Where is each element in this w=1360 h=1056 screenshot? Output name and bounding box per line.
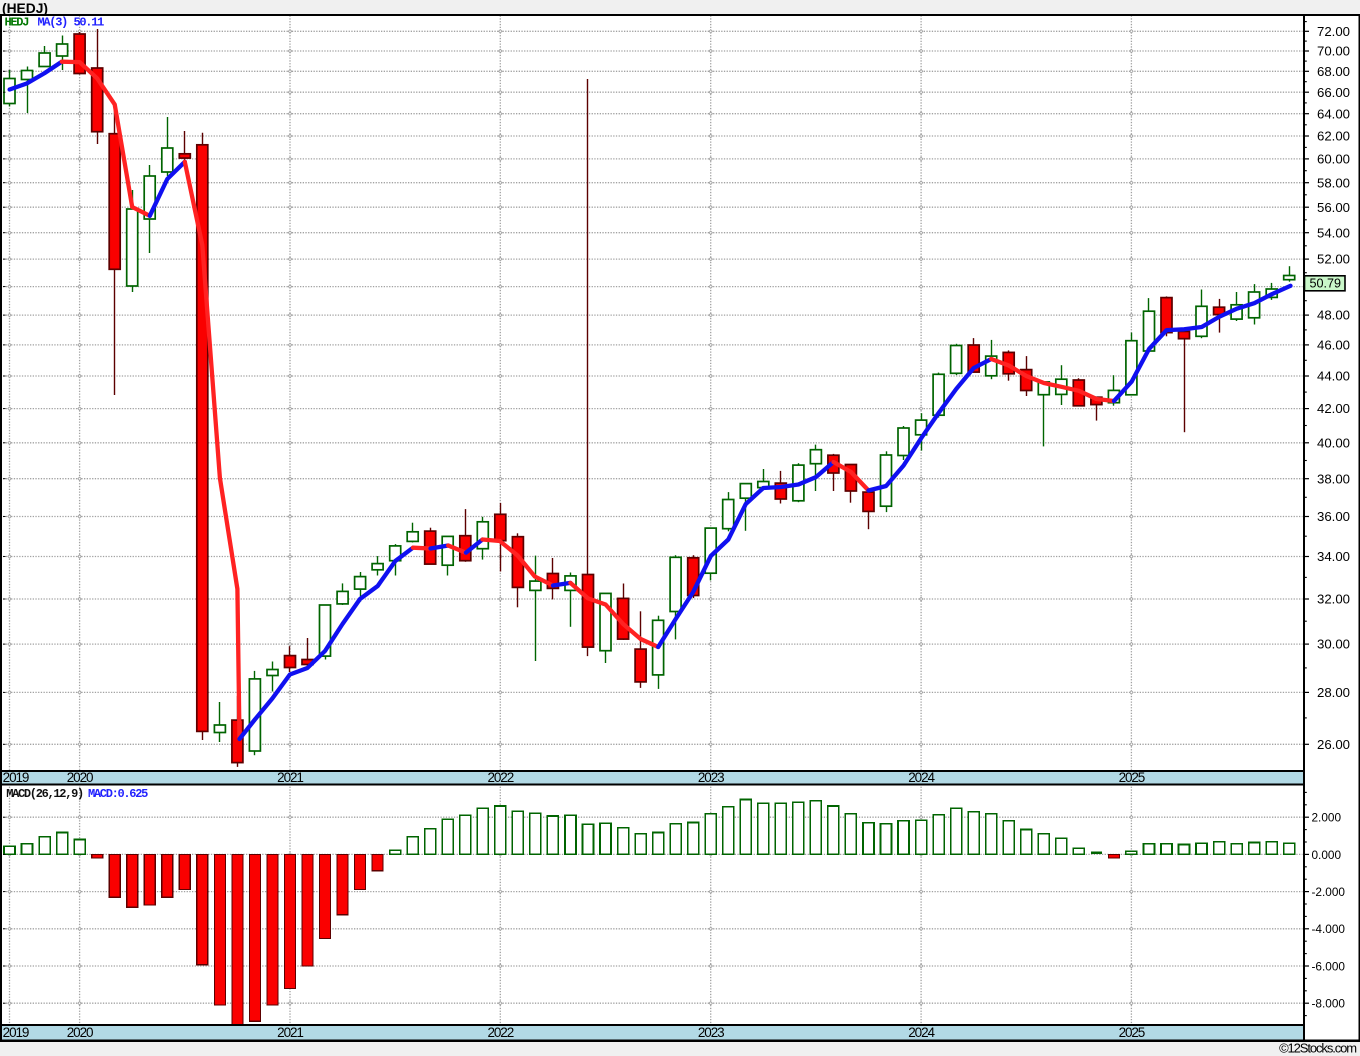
svg-text:2023: 2023: [698, 770, 724, 785]
svg-text:(HEDJ): (HEDJ): [2, 1, 48, 16]
svg-text:2024: 2024: [908, 1025, 935, 1040]
svg-text:-6.000: -6.000: [1312, 959, 1346, 973]
svg-text:50.11: 50.11: [74, 16, 105, 30]
svg-text:MACD(26,12,9): MACD(26,12,9): [6, 787, 83, 801]
svg-text:0.000: 0.000: [1312, 848, 1342, 862]
svg-text:64.00: 64.00: [1317, 106, 1350, 121]
svg-text:2023: 2023: [698, 1025, 724, 1040]
svg-text:58.00: 58.00: [1317, 175, 1350, 190]
svg-text:44.00: 44.00: [1317, 369, 1350, 384]
svg-text:68.00: 68.00: [1317, 64, 1350, 79]
svg-text:2020: 2020: [67, 770, 93, 785]
svg-text:34.00: 34.00: [1317, 549, 1350, 564]
svg-text:2024: 2024: [908, 770, 935, 785]
svg-text:70.00: 70.00: [1317, 44, 1350, 59]
svg-text:40.00: 40.00: [1317, 435, 1350, 450]
svg-text:-4.000: -4.000: [1312, 922, 1346, 936]
svg-text:46.00: 46.00: [1317, 338, 1350, 353]
svg-text:2025: 2025: [1119, 1025, 1145, 1040]
svg-text:54.00: 54.00: [1317, 225, 1350, 240]
svg-text:52.00: 52.00: [1317, 252, 1350, 267]
svg-text:28.00: 28.00: [1317, 685, 1350, 700]
svg-text:-2.000: -2.000: [1312, 885, 1346, 899]
svg-text:2019: 2019: [3, 1025, 29, 1040]
svg-text:2019: 2019: [3, 770, 29, 785]
svg-text:2.000: 2.000: [1312, 811, 1342, 825]
svg-text:30.00: 30.00: [1317, 637, 1350, 652]
svg-text:2021: 2021: [277, 770, 303, 785]
svg-text:48.00: 48.00: [1317, 308, 1350, 323]
svg-text:42.00: 42.00: [1317, 401, 1350, 416]
svg-text:2022: 2022: [487, 1025, 513, 1040]
svg-text:©12Stocks.com: ©12Stocks.com: [1279, 1041, 1356, 1056]
svg-text:MACD:0.625: MACD:0.625: [88, 787, 148, 801]
svg-text:72.00: 72.00: [1317, 24, 1350, 39]
svg-text:26.00: 26.00: [1317, 737, 1350, 752]
svg-text:2022: 2022: [487, 770, 513, 785]
svg-text:56.00: 56.00: [1317, 200, 1350, 215]
svg-text:36.00: 36.00: [1317, 509, 1350, 524]
svg-text:HEDJ: HEDJ: [5, 16, 29, 30]
svg-text:MA(3): MA(3): [38, 16, 68, 30]
svg-text:2021: 2021: [277, 1025, 303, 1040]
svg-text:32.00: 32.00: [1317, 592, 1350, 607]
svg-text:50.79: 50.79: [1310, 277, 1342, 291]
svg-text:60.00: 60.00: [1317, 152, 1350, 167]
svg-text:38.00: 38.00: [1317, 471, 1350, 486]
svg-text:-8.000: -8.000: [1312, 997, 1346, 1011]
svg-text:62.00: 62.00: [1317, 129, 1350, 144]
svg-text:66.00: 66.00: [1317, 85, 1350, 100]
svg-text:2025: 2025: [1119, 770, 1145, 785]
svg-text:2020: 2020: [67, 1025, 93, 1040]
